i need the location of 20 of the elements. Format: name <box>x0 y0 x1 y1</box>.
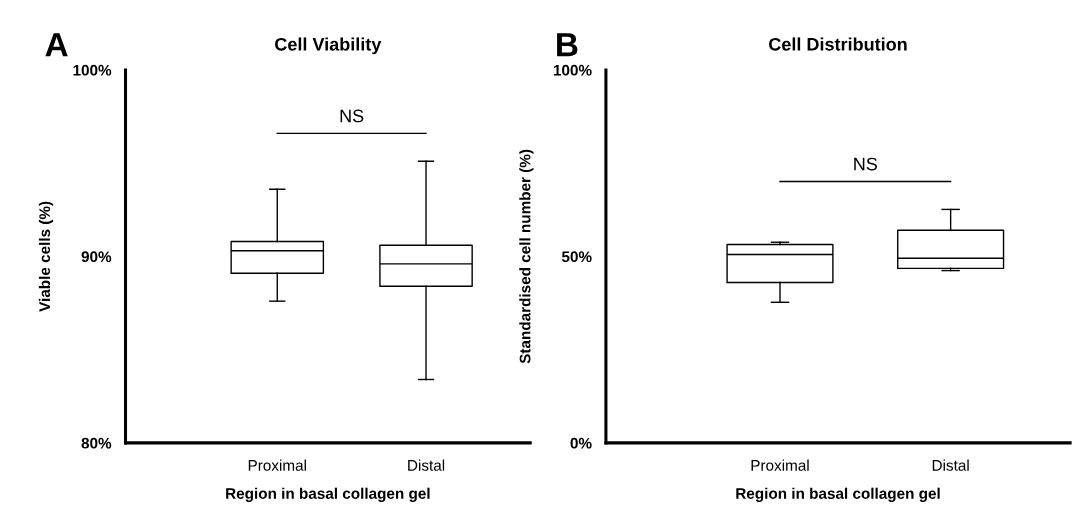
y-tick-label: 100% <box>73 64 112 76</box>
y-tick-label: 90% <box>81 251 112 263</box>
x-axis-title: Region in basal collagen gel <box>226 487 430 502</box>
text: B <box>557 33 578 57</box>
annotation: NS <box>854 157 878 171</box>
y-tick-label: 80% <box>81 437 112 449</box>
x-tick-label: Distal <box>932 459 969 471</box>
chart-title: Cell Distribution <box>769 37 907 51</box>
y-tick-label: 100% <box>553 64 592 76</box>
y-tick-label: 50% <box>561 251 592 263</box>
y-axis-title: Standardised cell number (%) <box>519 149 534 364</box>
y-axis-title: Viable cells (%) <box>38 201 54 312</box>
x-axis-title: Region in basal collagen gel <box>736 487 940 502</box>
text: A <box>45 33 68 57</box>
y-tick-label: 0% <box>570 437 592 449</box>
annotation: NS <box>340 109 364 123</box>
x-tick-label: Proximal <box>248 459 306 471</box>
chart-title: Cell Viability <box>275 37 382 55</box>
x-tick-label: Distal <box>408 459 445 471</box>
x-tick-label: Proximal <box>751 459 809 471</box>
